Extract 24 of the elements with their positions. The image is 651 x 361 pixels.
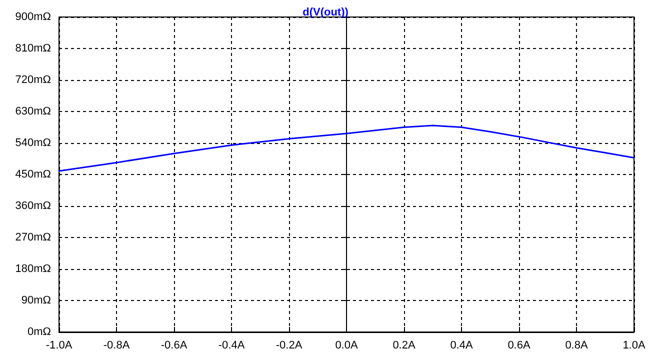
y-tick-label: 900mΩ [15, 11, 51, 23]
y-tick-label: 270mΩ [15, 232, 51, 244]
y-tick-label: 450mΩ [15, 168, 51, 180]
x-tick-label: -1.0A [46, 340, 73, 352]
x-tick-label: 0.4A [450, 340, 474, 352]
y-tick-label: 720mΩ [15, 74, 51, 86]
y-tick-label: 810mΩ [15, 42, 51, 54]
x-tick-label: -0.8A [103, 340, 130, 352]
y-tick-label: 540mΩ [15, 137, 51, 149]
y-tick-label: 90mΩ [21, 294, 51, 306]
y-tick-label: 180mΩ [15, 263, 51, 275]
x-tick-label: -0.4A [218, 340, 246, 352]
line-series [58, 124, 635, 172]
x-tick-label: 1.0A [622, 340, 646, 352]
x-tick-label: -0.2A [276, 340, 303, 352]
y-tick-label: 0mΩ [27, 326, 51, 338]
x-tick-label: 0.8A [565, 340, 588, 352]
y-tick-label: 360mΩ [15, 200, 51, 212]
chart-title: d(V(out)) [302, 6, 349, 18]
y-tick-label: 630mΩ [15, 106, 51, 118]
x-tick-label: -0.6A [160, 340, 188, 352]
x-tick-label: 0.6A [508, 340, 531, 352]
x-tick-label: 0.0A [335, 340, 358, 352]
x-tick-label: 0.2A [392, 340, 416, 352]
